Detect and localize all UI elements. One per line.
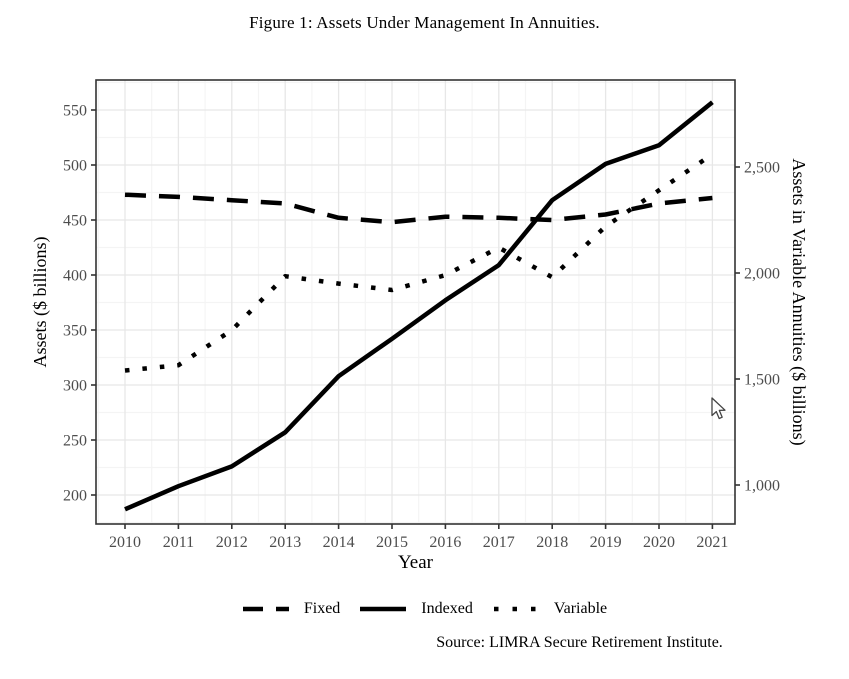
svg-text:1,500: 1,500 xyxy=(744,372,780,389)
legend-item-indexed: Indexed xyxy=(359,600,473,618)
svg-text:Year: Year xyxy=(398,552,434,573)
svg-text:2014: 2014 xyxy=(323,534,355,551)
legend-item-variable: Variable xyxy=(492,600,607,618)
svg-text:1,000: 1,000 xyxy=(744,478,780,495)
svg-text:550: 550 xyxy=(63,103,87,120)
legend-sample-dashed-line xyxy=(242,606,289,612)
svg-text:2016: 2016 xyxy=(429,534,461,551)
axis-tick-labels: 200 250 300 350 400 450 500 550 1,000 1,500 2,000 2… xyxy=(63,103,780,552)
svg-text:2010: 2010 xyxy=(109,534,141,551)
svg-text:2018: 2018 xyxy=(536,534,568,551)
svg-text:400: 400 xyxy=(63,268,87,285)
grid-major xyxy=(96,80,735,524)
figure-title: Figure 1: Assets Under Management In Ann… xyxy=(249,13,600,32)
svg-text:250: 250 xyxy=(63,433,87,450)
svg-text:2011: 2011 xyxy=(163,534,194,551)
svg-text:500: 500 xyxy=(63,158,87,175)
svg-text:Assets ($ billions): Assets ($ billions) xyxy=(30,236,51,367)
mouse-cursor xyxy=(711,397,726,420)
legend-label-indexed: Indexed xyxy=(421,600,473,617)
panel-border xyxy=(95,79,736,525)
svg-text:2017: 2017 xyxy=(483,534,515,551)
legend-sample-dotted-line xyxy=(493,606,539,612)
legend-item-fixed: Fixed xyxy=(242,600,340,618)
legend-label-fixed: Fixed xyxy=(303,600,341,617)
chart-legend: Fixed Indexed Variable xyxy=(0,597,849,621)
svg-text:200: 200 xyxy=(63,488,87,505)
legend-sample-solid-line xyxy=(360,606,407,612)
axis-titles: Year Assets ($ billions) Assets in Variabl… xyxy=(30,158,809,573)
svg-text:2020: 2020 xyxy=(643,534,675,551)
svg-text:300: 300 xyxy=(63,378,87,395)
svg-text:2012: 2012 xyxy=(216,534,248,551)
svg-text:450: 450 xyxy=(63,213,87,230)
annuities-line-chart: 200 250 300 350 400 450 500 550 1,000 1,500 2,000 2… xyxy=(30,79,809,573)
svg-text:2013: 2013 xyxy=(269,534,301,551)
source-note: Source: LIMRA Secure Retirement Institut… xyxy=(436,634,723,651)
series-variable xyxy=(124,152,714,373)
svg-text:350: 350 xyxy=(63,323,87,340)
svg-text:2019: 2019 xyxy=(590,534,622,551)
svg-text:2021: 2021 xyxy=(696,534,728,551)
svg-text:2,500: 2,500 xyxy=(744,160,780,177)
series-indexed xyxy=(124,100,714,512)
svg-text:Assets in Variable Annuities (: Assets in Variable Annuities ($ billions… xyxy=(788,158,809,445)
legend-label-variable: Variable xyxy=(553,600,608,617)
grid-minor xyxy=(96,80,735,524)
axis-ticks xyxy=(91,109,740,529)
svg-text:2015: 2015 xyxy=(376,534,408,551)
svg-text:2,000: 2,000 xyxy=(744,266,780,283)
series-fixed xyxy=(124,192,713,225)
